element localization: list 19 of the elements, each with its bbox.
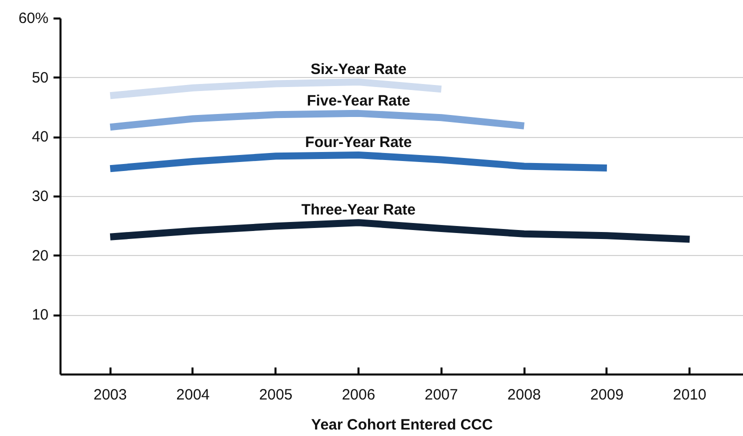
series-label: Five-Year Rate — [306, 92, 410, 110]
x-tick-label: 2006 — [342, 386, 376, 404]
x-tick-label: 2004 — [176, 386, 210, 404]
y-tick-label: 60% — [18, 10, 49, 27]
y-tick-label: 30 — [32, 188, 49, 205]
series-label: Three-Year Rate — [301, 202, 416, 219]
y-tick-label: 20 — [32, 247, 49, 264]
x-tick-label: 2005 — [259, 386, 292, 404]
x-axis-title: Year Cohort Entered CCC — [311, 416, 494, 434]
x-tick-label: 2008 — [507, 386, 541, 404]
x-tick-label: 2003 — [93, 386, 127, 404]
y-tick-label: 10 — [32, 306, 49, 324]
x-tick-label: 2009 — [590, 386, 624, 404]
x-tick-label: 2010 — [673, 386, 706, 404]
y-tick-label: 40 — [32, 128, 49, 146]
series-label: Four-Year Rate — [305, 134, 412, 151]
x-tick-label: 2007 — [424, 386, 458, 404]
series-label: Six-Year Rate — [310, 60, 406, 78]
y-tick-label: 50 — [32, 69, 49, 86]
